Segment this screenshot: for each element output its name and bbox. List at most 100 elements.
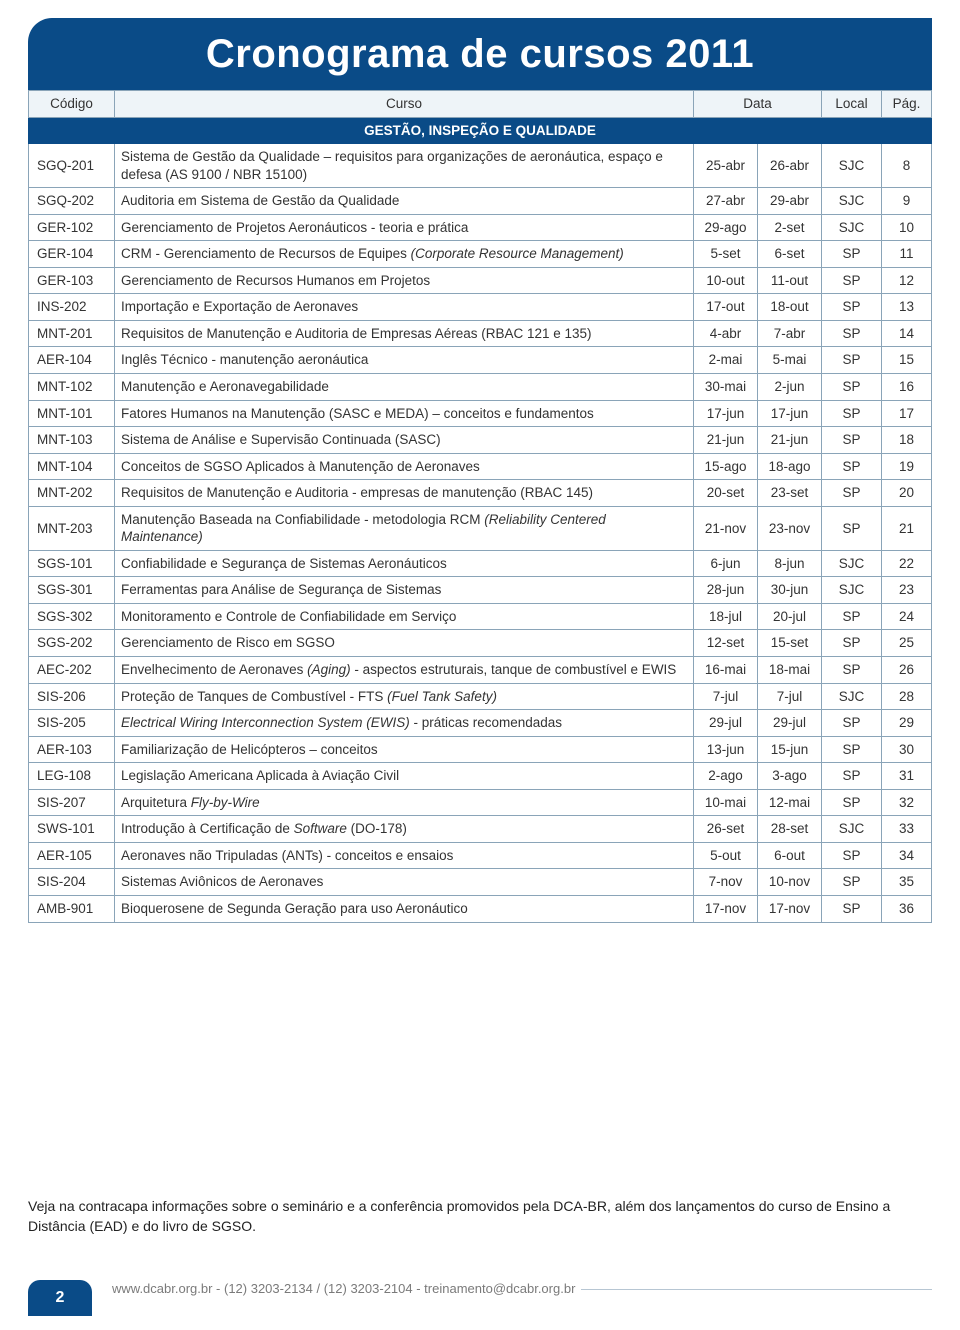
cell-page: 23: [882, 577, 932, 604]
title-panel: Cronograma de cursos 2011: [28, 18, 932, 91]
table-row: SIS-207Arquitetura Fly-by-Wire10-mai12-m…: [29, 789, 932, 816]
cell-local: SP: [822, 267, 882, 294]
cell-date-start: 5-out: [694, 842, 758, 869]
section-header: GESTÃO, INSPEÇÃO E QUALIDADE: [29, 117, 932, 144]
cell-date-start: 6-jun: [694, 550, 758, 577]
cell-date-start: 17-jun: [694, 400, 758, 427]
cell-date-start: 26-set: [694, 816, 758, 843]
table-row: GER-104CRM - Gerenciamento de Recursos d…: [29, 241, 932, 268]
cell-page: 22: [882, 550, 932, 577]
table-row: SGS-302Monitoramento e Controle de Confi…: [29, 603, 932, 630]
cell-local: SJC: [822, 144, 882, 188]
cell-date-start: 4-abr: [694, 320, 758, 347]
table-row: MNT-103Sistema de Análise e Supervisão C…: [29, 427, 932, 454]
cell-date-start: 21-nov: [694, 506, 758, 550]
cell-local: SP: [822, 603, 882, 630]
cell-local: SJC: [822, 214, 882, 241]
cell-code: MNT-202: [29, 480, 115, 507]
cell-local: SP: [822, 400, 882, 427]
table-row: AER-105Aeronaves não Tripuladas (ANTs) -…: [29, 842, 932, 869]
cell-page: 8: [882, 144, 932, 188]
cell-local: SJC: [822, 816, 882, 843]
col-local: Local: [822, 91, 882, 118]
table-row: SGQ-202Auditoria em Sistema de Gestão da…: [29, 188, 932, 215]
cell-local: SP: [822, 630, 882, 657]
table-row: SIS-206Proteção de Tanques de Combustíve…: [29, 683, 932, 710]
cell-date-start: 7-jul: [694, 683, 758, 710]
cell-page: 10: [882, 214, 932, 241]
cell-code: SGS-302: [29, 603, 115, 630]
cell-curso: Conceitos de SGSO Aplicados à Manutenção…: [115, 453, 694, 480]
col-curso: Curso: [115, 91, 694, 118]
cell-code: GER-102: [29, 214, 115, 241]
cell-local: SP: [822, 506, 882, 550]
cell-date-end: 18-out: [758, 294, 822, 321]
cell-local: SP: [822, 789, 882, 816]
cell-code: MNT-203: [29, 506, 115, 550]
table-row: INS-202Importação e Exportação de Aerona…: [29, 294, 932, 321]
cell-local: SP: [822, 480, 882, 507]
cell-date-end: 3-ago: [758, 763, 822, 790]
cell-date-start: 5-set: [694, 241, 758, 268]
cell-local: SJC: [822, 683, 882, 710]
table-row: SIS-204Sistemas Aviônicos de Aeronaves7-…: [29, 869, 932, 896]
cell-date-end: 18-mai: [758, 657, 822, 684]
table-row: LEG-108Legislação Americana Aplicada à A…: [29, 763, 932, 790]
cell-code: INS-202: [29, 294, 115, 321]
cell-date-end: 10-nov: [758, 869, 822, 896]
cell-curso: Ferramentas para Análise de Segurança de…: [115, 577, 694, 604]
cell-curso: Arquitetura Fly-by-Wire: [115, 789, 694, 816]
cell-curso: Electrical Wiring Interconnection System…: [115, 710, 694, 737]
cell-date-start: 16-mai: [694, 657, 758, 684]
cell-page: 26: [882, 657, 932, 684]
cell-local: SJC: [822, 577, 882, 604]
cell-date-start: 17-nov: [694, 895, 758, 922]
col-pag: Pág.: [882, 91, 932, 118]
cell-date-end: 2-set: [758, 214, 822, 241]
cell-date-start: 27-abr: [694, 188, 758, 215]
table-row: AEC-202Envelhecimento de Aeronaves (Agin…: [29, 657, 932, 684]
cell-date-end: 15-jun: [758, 736, 822, 763]
footer-contact: www.dcabr.org.br - (12) 3203-2134 / (12)…: [106, 1281, 581, 1296]
cell-curso: Fatores Humanos na Manutenção (SASC e ME…: [115, 400, 694, 427]
cell-page: 13: [882, 294, 932, 321]
table-row: AER-103Familiarização de Helicópteros – …: [29, 736, 932, 763]
cell-page: 35: [882, 869, 932, 896]
cell-page: 12: [882, 267, 932, 294]
cell-curso: Manutenção e Aeronavegabilidade: [115, 374, 694, 401]
cell-date-end: 11-out: [758, 267, 822, 294]
cell-local: SP: [822, 453, 882, 480]
cell-date-start: 12-set: [694, 630, 758, 657]
cell-curso: Bioquerosene de Segunda Geração para uso…: [115, 895, 694, 922]
cell-page: 9: [882, 188, 932, 215]
footer-bar: 2 www.dcabr.org.br - (12) 3203-2134 / (1…: [28, 1280, 932, 1316]
cell-date-end: 29-jul: [758, 710, 822, 737]
cell-date-end: 6-out: [758, 842, 822, 869]
cell-local: SP: [822, 763, 882, 790]
table-row: SWS-101Introdução à Certificação de Soft…: [29, 816, 932, 843]
cell-curso: Confiabilidade e Segurança de Sistemas A…: [115, 550, 694, 577]
cell-date-start: 7-nov: [694, 869, 758, 896]
cell-local: SP: [822, 241, 882, 268]
cell-date-start: 21-jun: [694, 427, 758, 454]
cell-page: 24: [882, 603, 932, 630]
cell-page: 15: [882, 347, 932, 374]
cell-local: SP: [822, 320, 882, 347]
cell-date-end: 28-set: [758, 816, 822, 843]
cell-page: 11: [882, 241, 932, 268]
cell-local: SP: [822, 657, 882, 684]
cell-page: 33: [882, 816, 932, 843]
cell-curso: Gerenciamento de Projetos Aeronáuticos -…: [115, 214, 694, 241]
cell-code: GER-103: [29, 267, 115, 294]
cell-page: 28: [882, 683, 932, 710]
page-number-tab: 2: [28, 1280, 92, 1316]
cell-code: LEG-108: [29, 763, 115, 790]
cell-date-end: 6-set: [758, 241, 822, 268]
cell-date-end: 8-jun: [758, 550, 822, 577]
cell-date-start: 30-mai: [694, 374, 758, 401]
cell-code: MNT-103: [29, 427, 115, 454]
table-row: MNT-202Requisitos de Manutenção e Audito…: [29, 480, 932, 507]
cell-date-end: 12-mai: [758, 789, 822, 816]
section-title: GESTÃO, INSPEÇÃO E QUALIDADE: [29, 117, 932, 144]
footnote-text: Veja na contracapa informações sobre o s…: [28, 1196, 932, 1237]
